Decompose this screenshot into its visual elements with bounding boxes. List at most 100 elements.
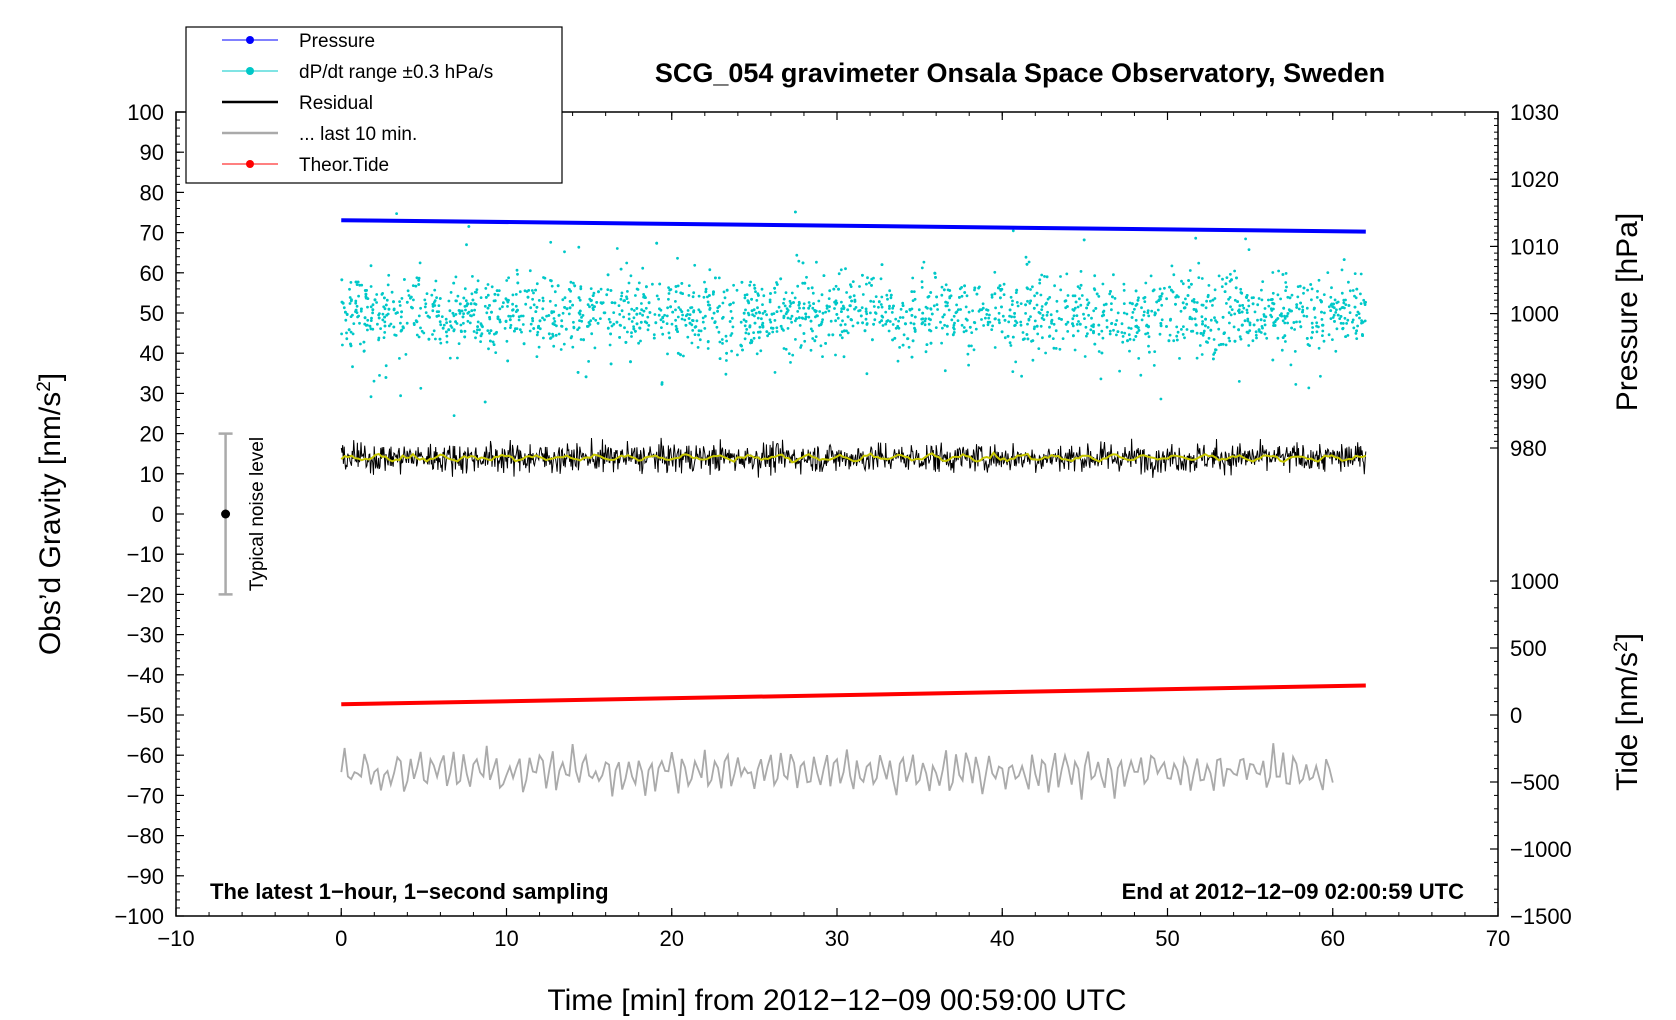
dpdt-point bbox=[944, 304, 948, 308]
dpdt-point bbox=[1145, 324, 1148, 328]
dpdt-point bbox=[352, 322, 356, 325]
dpdt-point bbox=[1084, 325, 1088, 329]
dpdt-point bbox=[400, 297, 404, 300]
dpdt-point bbox=[596, 321, 600, 325]
dpdt-point bbox=[1339, 315, 1343, 318]
dpdt-point bbox=[626, 290, 629, 293]
dpdt-point bbox=[1245, 294, 1249, 297]
dpdt-point bbox=[1039, 324, 1043, 328]
dpdt-point bbox=[358, 283, 362, 287]
dpdt-point bbox=[788, 299, 792, 303]
dpdt-point bbox=[1336, 313, 1340, 317]
dpdt-point bbox=[1263, 323, 1267, 327]
tide-tick-label: −1500 bbox=[1510, 904, 1572, 929]
dpdt-point bbox=[1263, 307, 1267, 310]
dpdt-point bbox=[1059, 288, 1063, 292]
dpdt-point bbox=[386, 312, 390, 316]
y-left-tick-label: 0 bbox=[152, 502, 164, 527]
dpdt-point bbox=[760, 323, 764, 327]
dpdt-point bbox=[531, 297, 534, 301]
dpdt-point bbox=[760, 317, 763, 321]
dpdt-point bbox=[729, 310, 733, 313]
dpdt-point bbox=[913, 330, 917, 333]
dpdt-point bbox=[927, 317, 931, 321]
dpdt-point bbox=[666, 352, 669, 356]
y-left-tick-label: 20 bbox=[140, 422, 164, 447]
dpdt-point bbox=[869, 299, 873, 303]
dpdt-point bbox=[1315, 296, 1319, 299]
dpdt-point bbox=[708, 294, 711, 297]
dpdt-point bbox=[592, 308, 595, 311]
dpdt-point bbox=[445, 330, 448, 334]
dpdt-point bbox=[1261, 280, 1265, 283]
dpdt-point bbox=[557, 332, 561, 336]
dpdt-point bbox=[1354, 296, 1358, 300]
dpdt-point bbox=[437, 304, 441, 307]
dpdt-point bbox=[744, 308, 747, 312]
dpdt-point bbox=[568, 300, 572, 303]
dpdt-point bbox=[377, 336, 381, 340]
dpdt-point bbox=[1195, 331, 1199, 335]
dpdt-point bbox=[515, 268, 519, 272]
dpdt-point bbox=[563, 250, 566, 254]
dpdt-point bbox=[967, 310, 971, 314]
dpdt-point bbox=[1280, 314, 1284, 318]
dpdt-point bbox=[710, 316, 714, 320]
dpdt-point bbox=[1319, 374, 1322, 378]
dpdt-point bbox=[789, 302, 793, 305]
dpdt-point bbox=[488, 331, 491, 335]
dpdt-point bbox=[1167, 339, 1171, 343]
dpdt-point bbox=[1228, 339, 1232, 343]
dpdt-point bbox=[1327, 305, 1331, 309]
dpdt-point bbox=[395, 212, 398, 216]
dpdt-point bbox=[351, 332, 355, 336]
dpdt-point bbox=[655, 241, 659, 245]
dpdt-point bbox=[690, 341, 694, 345]
dpdt-point bbox=[427, 337, 431, 341]
dpdt-point bbox=[736, 353, 739, 357]
dpdt-point bbox=[786, 316, 790, 320]
dpdt-point bbox=[471, 298, 475, 302]
dpdt-point bbox=[879, 277, 883, 281]
dpdt-point bbox=[569, 280, 573, 284]
dpdt-point bbox=[686, 313, 689, 316]
dpdt-point bbox=[1024, 255, 1028, 259]
dpdt-point bbox=[646, 315, 650, 319]
dpdt-point bbox=[476, 320, 480, 324]
dpdt-point bbox=[1245, 311, 1249, 314]
dpdt-point bbox=[1289, 363, 1293, 367]
dpdt-point bbox=[948, 289, 952, 292]
dpdt-point bbox=[791, 353, 795, 357]
dpdt-point bbox=[877, 300, 881, 304]
dpdt-point bbox=[846, 331, 850, 335]
dpdt-point bbox=[1353, 272, 1357, 275]
dpdt-point bbox=[627, 317, 631, 321]
dpdt-point bbox=[706, 347, 710, 350]
dpdt-point bbox=[1035, 324, 1039, 328]
dpdt-point bbox=[827, 309, 831, 313]
dpdt-point bbox=[1044, 351, 1047, 355]
dpdt-point bbox=[1229, 313, 1233, 317]
dpdt-point bbox=[377, 316, 381, 320]
dpdt-point bbox=[1071, 322, 1074, 326]
dpdt-point bbox=[707, 303, 710, 307]
dpdt-point bbox=[1270, 298, 1274, 301]
dpdt-point bbox=[1097, 350, 1101, 353]
dpdt-point bbox=[617, 304, 621, 307]
dpdt-point bbox=[1144, 281, 1148, 285]
dpdt-point bbox=[578, 298, 582, 302]
dpdt-point bbox=[529, 306, 533, 310]
dpdt-point bbox=[841, 304, 845, 308]
dpdt-point bbox=[752, 336, 756, 340]
dpdt-point bbox=[588, 305, 591, 309]
dpdt-point bbox=[1257, 328, 1261, 332]
dpdt-point bbox=[452, 329, 456, 333]
dpdt-point bbox=[590, 299, 593, 302]
dpdt-point bbox=[1097, 295, 1101, 298]
legend-label: Residual bbox=[299, 93, 373, 114]
dpdt-point bbox=[1295, 306, 1299, 309]
dpdt-point bbox=[359, 309, 363, 313]
dpdt-point bbox=[822, 274, 826, 277]
dpdt-point bbox=[412, 323, 416, 326]
y-left-tick-label: 30 bbox=[140, 381, 164, 406]
